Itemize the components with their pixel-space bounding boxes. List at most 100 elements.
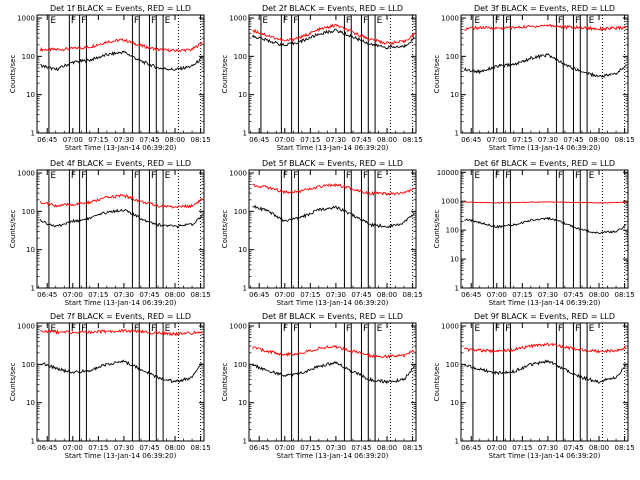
- x-tick-label: 06:45: [249, 136, 269, 144]
- x-tick-label: 06:45: [461, 444, 481, 452]
- x-tick-label: 06:45: [461, 291, 481, 299]
- y-tick-label: 100: [446, 227, 459, 235]
- flag-label: F: [495, 171, 500, 181]
- x-tick-label: 07:15: [512, 444, 532, 452]
- flag-label: F: [81, 324, 86, 334]
- x-tick-label: 08:00: [589, 291, 609, 299]
- flag-label: F: [293, 16, 298, 26]
- x-tick-label: 08:15: [402, 444, 422, 452]
- x-tick-label: 07:30: [326, 291, 346, 299]
- series-line: [252, 204, 415, 229]
- plot-frame: [36, 169, 205, 289]
- flag-label: E: [377, 171, 383, 181]
- y-tick-label: 100: [234, 53, 247, 61]
- y-tick-label: 1000: [229, 170, 247, 178]
- x-tick-label: 07:45: [351, 444, 371, 452]
- x-tick-label: 07:15: [300, 291, 320, 299]
- chart-title: Det 3f BLACK = Events, RED = LLD: [474, 4, 615, 13]
- y-tick-label: 1000: [17, 15, 35, 23]
- y-tick-label: 10: [238, 399, 247, 407]
- series-line: [252, 182, 415, 197]
- y-tick-label: 1: [31, 285, 35, 293]
- flag-label: F: [363, 171, 368, 181]
- y-axis-label: Counts/sec: [9, 55, 17, 94]
- plot-frame: [460, 169, 629, 289]
- x-axis-label: Start Time (13-Jan-14 06:39:20): [65, 452, 177, 460]
- y-axis-label: Counts/sec: [9, 210, 17, 249]
- x-tick-label: 07:45: [563, 136, 583, 144]
- flag-label: F: [134, 16, 139, 26]
- series-line: [464, 342, 627, 354]
- x-tick-label: 08:00: [165, 136, 185, 144]
- x-tick-label: 07:15: [88, 136, 108, 144]
- y-tick-label: 1000: [17, 170, 35, 178]
- series-line: [40, 328, 203, 337]
- x-tick-label: 07:30: [114, 291, 134, 299]
- series-line: [464, 201, 627, 204]
- series-line: [463, 53, 627, 78]
- x-tick-label: 07:00: [275, 136, 295, 144]
- y-tick-label: 1: [455, 285, 459, 293]
- flag-label: E: [474, 324, 480, 334]
- flag-label: F: [283, 324, 288, 334]
- y-tick-label: 10: [26, 399, 35, 407]
- flag-label: F: [505, 171, 510, 181]
- series-line: [252, 360, 415, 384]
- y-tick-label: 100: [446, 53, 459, 61]
- flag-label: E: [262, 16, 268, 26]
- x-tick-label: 08:15: [614, 444, 634, 452]
- x-tick-label: 07:45: [139, 291, 159, 299]
- x-tick-label: 06:45: [37, 444, 57, 452]
- x-tick-label: 07:00: [275, 291, 295, 299]
- series-line: [252, 23, 415, 46]
- x-tick-label: 06:45: [37, 291, 57, 299]
- x-tick-label: 07:30: [114, 136, 134, 144]
- x-tick-label: 07:00: [63, 444, 83, 452]
- flag-label: F: [71, 16, 76, 26]
- series-line: [251, 344, 415, 359]
- y-tick-label: 1000: [229, 15, 247, 23]
- series-line: [39, 208, 203, 229]
- y-tick-label: 10000: [437, 169, 459, 177]
- plot-frame: [248, 322, 417, 442]
- x-tick-label: 07:30: [538, 136, 558, 144]
- x-tick-label: 07:00: [487, 136, 507, 144]
- x-tick-label: 07:15: [300, 136, 320, 144]
- plot-frame: [36, 322, 205, 442]
- flag-label: E: [474, 16, 480, 26]
- flag-label: E: [50, 324, 56, 334]
- x-tick-label: 07:45: [351, 136, 371, 144]
- y-tick-label: 1000: [441, 15, 459, 23]
- flag-label: E: [377, 324, 383, 334]
- flag-label: F: [81, 16, 86, 26]
- x-axis-label: Start Time (13-Jan-14 06:39:20): [277, 299, 389, 307]
- y-tick-label: 1: [455, 438, 459, 446]
- y-tick-label: 10: [26, 246, 35, 254]
- flag-label: E: [377, 16, 383, 26]
- y-tick-label: 1000: [441, 323, 459, 331]
- x-tick-label: 07:45: [139, 136, 159, 144]
- series-line: [464, 359, 627, 384]
- x-axis-label: Start Time (13-Jan-14 06:39:20): [489, 144, 601, 152]
- flag-label: E: [474, 171, 480, 181]
- x-tick-label: 08:00: [165, 291, 185, 299]
- x-tick-label: 08:00: [377, 136, 397, 144]
- flag-label: F: [134, 324, 139, 334]
- y-axis-label: Counts/sec: [221, 55, 229, 94]
- x-tick-label: 08:00: [165, 444, 185, 452]
- x-tick-label: 07:30: [538, 444, 558, 452]
- x-tick-label: 07:00: [487, 444, 507, 452]
- x-tick-label: 06:45: [461, 136, 481, 144]
- series-line: [39, 37, 203, 53]
- y-tick-label: 100: [234, 361, 247, 369]
- x-axis-label: Start Time (13-Jan-14 06:39:20): [65, 144, 177, 152]
- x-tick-label: 08:00: [589, 136, 609, 144]
- x-tick-label: 07:00: [275, 444, 295, 452]
- x-tick-label: 07:30: [326, 444, 346, 452]
- flag-label: F: [346, 171, 351, 181]
- flag-label: F: [505, 16, 510, 26]
- x-axis-label: Start Time (13-Jan-14 06:39:20): [277, 452, 389, 460]
- x-tick-label: 07:15: [512, 291, 532, 299]
- x-tick-label: 08:00: [377, 444, 397, 452]
- y-tick-label: 10: [450, 91, 459, 99]
